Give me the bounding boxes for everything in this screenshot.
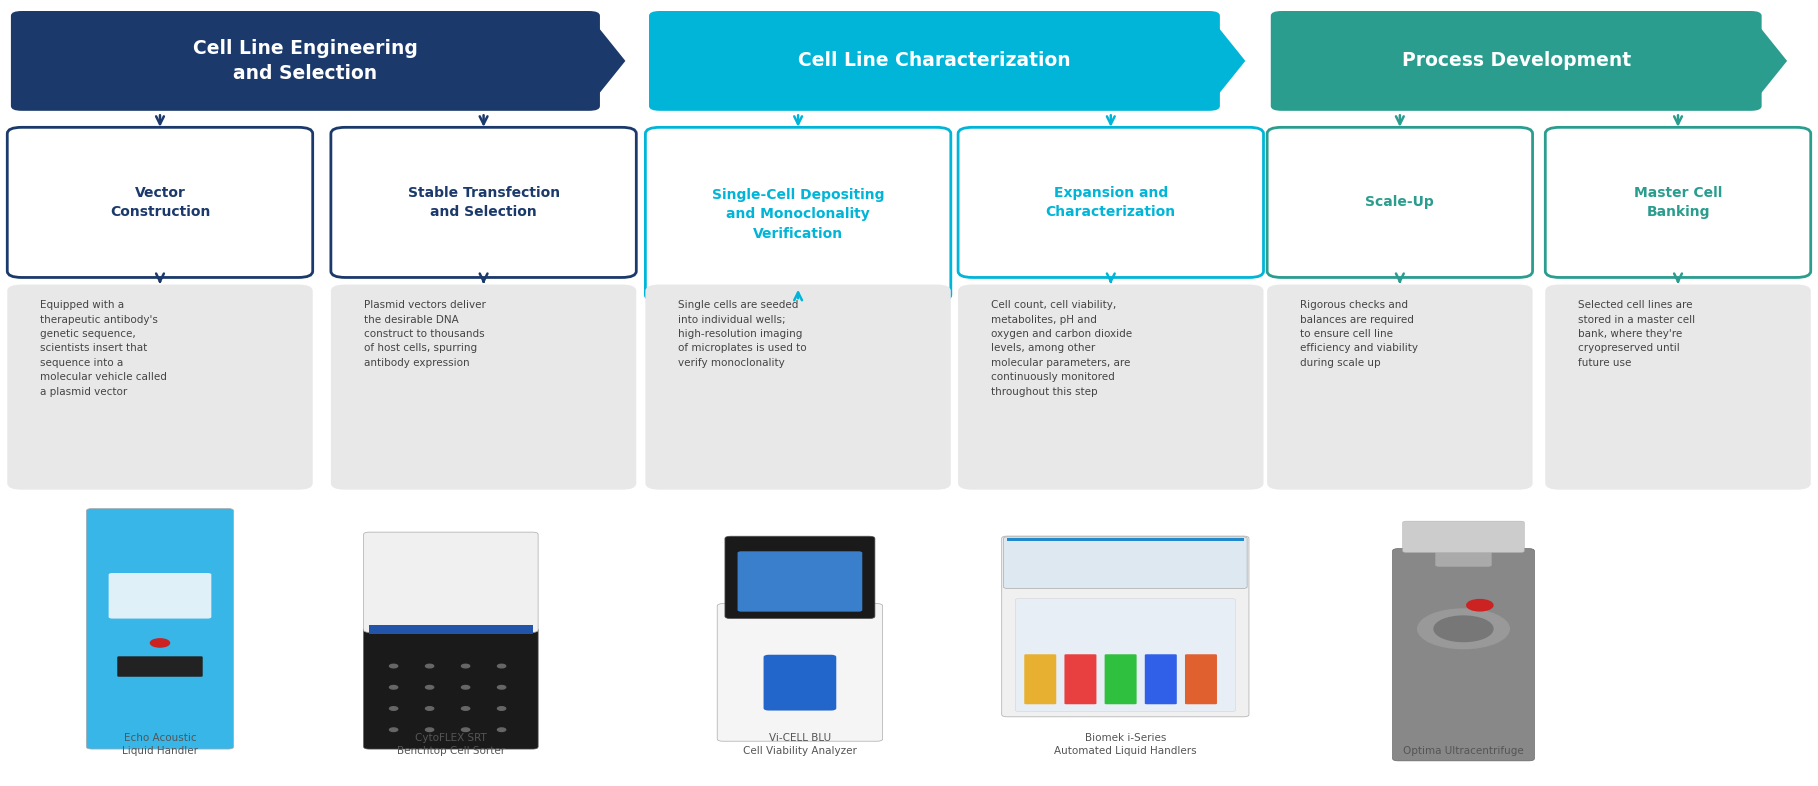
Text: Rigorous checks and
balances are required
to ensure cell line
efficiency and via: Rigorous checks and balances are require… bbox=[1300, 300, 1418, 368]
Text: Stable Transfection
and Selection: Stable Transfection and Selection bbox=[407, 185, 560, 219]
Circle shape bbox=[389, 664, 398, 668]
Polygon shape bbox=[1751, 16, 1787, 106]
Circle shape bbox=[425, 728, 435, 732]
Circle shape bbox=[425, 685, 435, 689]
Text: Cell count, cell viability,
metabolites, pH and
oxygen and carbon dioxide
levels: Cell count, cell viability, metabolites,… bbox=[991, 300, 1133, 397]
FancyBboxPatch shape bbox=[958, 127, 1264, 277]
FancyBboxPatch shape bbox=[649, 11, 1220, 111]
FancyBboxPatch shape bbox=[716, 604, 884, 741]
FancyBboxPatch shape bbox=[1545, 285, 1811, 490]
Text: Biomek i-Series
Automated Liquid Handlers: Biomek i-Series Automated Liquid Handler… bbox=[1054, 733, 1196, 756]
FancyBboxPatch shape bbox=[1024, 654, 1056, 704]
FancyBboxPatch shape bbox=[1105, 654, 1136, 704]
FancyBboxPatch shape bbox=[7, 285, 313, 490]
FancyBboxPatch shape bbox=[109, 573, 211, 619]
Circle shape bbox=[498, 728, 505, 732]
Text: Process Development: Process Development bbox=[1402, 51, 1631, 71]
Polygon shape bbox=[1209, 16, 1245, 106]
FancyBboxPatch shape bbox=[1145, 654, 1176, 704]
Circle shape bbox=[389, 685, 398, 689]
FancyBboxPatch shape bbox=[331, 285, 636, 490]
FancyBboxPatch shape bbox=[1185, 654, 1216, 704]
Polygon shape bbox=[589, 16, 625, 106]
Text: Equipped with a
therapeutic antibody's
genetic sequence,
scientists insert that
: Equipped with a therapeutic antibody's g… bbox=[40, 300, 167, 397]
FancyBboxPatch shape bbox=[725, 536, 874, 619]
Circle shape bbox=[462, 685, 469, 689]
Circle shape bbox=[1434, 616, 1493, 641]
FancyBboxPatch shape bbox=[1267, 285, 1533, 490]
Text: Vector
Construction: Vector Construction bbox=[109, 185, 211, 219]
Circle shape bbox=[498, 707, 505, 711]
Text: Vi-CELL BLU
Cell Viability Analyzer: Vi-CELL BLU Cell Viability Analyzer bbox=[744, 733, 856, 756]
FancyBboxPatch shape bbox=[1434, 535, 1491, 567]
FancyBboxPatch shape bbox=[364, 627, 538, 749]
Circle shape bbox=[462, 728, 469, 732]
FancyBboxPatch shape bbox=[331, 127, 636, 277]
FancyBboxPatch shape bbox=[7, 127, 313, 277]
Text: Cell Line Engineering
and Selection: Cell Line Engineering and Selection bbox=[193, 39, 418, 83]
Text: Single cells are seeded
into individual wells;
high-resolution imaging
of microp: Single cells are seeded into individual … bbox=[678, 300, 807, 368]
Bar bbox=[1007, 538, 1244, 541]
Circle shape bbox=[151, 639, 169, 647]
Text: Selected cell lines are
stored in a master cell
bank, where they're
cryopreserve: Selected cell lines are stored in a mast… bbox=[1578, 300, 1694, 368]
FancyBboxPatch shape bbox=[958, 285, 1264, 490]
FancyBboxPatch shape bbox=[116, 656, 202, 677]
Circle shape bbox=[389, 728, 398, 732]
Circle shape bbox=[462, 707, 469, 711]
Bar bbox=[369, 625, 533, 634]
Circle shape bbox=[462, 664, 469, 668]
FancyBboxPatch shape bbox=[1271, 11, 1762, 111]
Text: Master Cell
Banking: Master Cell Banking bbox=[1634, 185, 1722, 219]
FancyBboxPatch shape bbox=[645, 127, 951, 301]
Text: Optima Ultracentrifuge: Optima Ultracentrifuge bbox=[1403, 746, 1523, 756]
FancyBboxPatch shape bbox=[1002, 536, 1249, 717]
FancyBboxPatch shape bbox=[1014, 598, 1234, 711]
Text: Expansion and
Characterization: Expansion and Characterization bbox=[1045, 185, 1176, 219]
FancyBboxPatch shape bbox=[1004, 537, 1247, 589]
FancyBboxPatch shape bbox=[1065, 654, 1096, 704]
FancyBboxPatch shape bbox=[1403, 521, 1523, 553]
FancyBboxPatch shape bbox=[764, 655, 836, 711]
FancyBboxPatch shape bbox=[1267, 127, 1533, 277]
Text: CytoFLEX SRT
Benchtop Cell Sorter: CytoFLEX SRT Benchtop Cell Sorter bbox=[396, 733, 505, 756]
Text: Cell Line Characterization: Cell Line Characterization bbox=[798, 51, 1071, 71]
Text: Plasmid vectors deliver
the desirable DNA
construct to thousands
of host cells, : Plasmid vectors deliver the desirable DN… bbox=[364, 300, 485, 368]
Text: Single-Cell Depositing
and Monoclonality
Verification: Single-Cell Depositing and Monoclonality… bbox=[713, 188, 884, 241]
Circle shape bbox=[389, 707, 398, 711]
FancyBboxPatch shape bbox=[85, 509, 233, 749]
FancyBboxPatch shape bbox=[1393, 549, 1534, 761]
FancyBboxPatch shape bbox=[11, 11, 600, 111]
Text: Echo Acoustic
Liquid Handler: Echo Acoustic Liquid Handler bbox=[122, 733, 198, 756]
FancyBboxPatch shape bbox=[364, 532, 538, 632]
Circle shape bbox=[425, 707, 435, 711]
FancyBboxPatch shape bbox=[1545, 127, 1811, 277]
Circle shape bbox=[498, 685, 505, 689]
FancyBboxPatch shape bbox=[645, 285, 951, 490]
Circle shape bbox=[1467, 600, 1493, 611]
Circle shape bbox=[1418, 609, 1509, 648]
Text: Scale-Up: Scale-Up bbox=[1365, 196, 1434, 209]
FancyBboxPatch shape bbox=[738, 551, 862, 612]
Circle shape bbox=[498, 664, 505, 668]
Circle shape bbox=[425, 664, 435, 668]
